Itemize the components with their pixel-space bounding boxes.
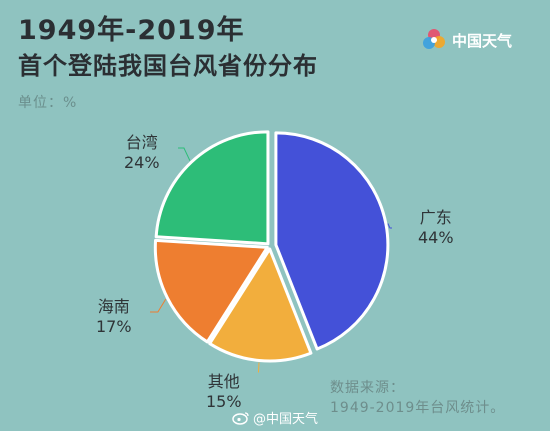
weibo-icon	[232, 411, 249, 425]
label-taiwan: 台湾 24%	[124, 133, 160, 173]
chart-title-line2: 首个登陆我国台风省份分布	[18, 52, 318, 80]
label-guangdong: 广东 44%	[418, 208, 454, 248]
slice-name: 其他	[207, 372, 240, 391]
label-hainan: 海南 17%	[96, 297, 132, 337]
slice-hainan	[153, 238, 269, 344]
slice-name: 台湾	[125, 133, 158, 152]
brand-name: 中国天气	[452, 31, 513, 50]
weibo-watermark: @中国天气	[232, 408, 318, 427]
slice-value: 15%	[206, 392, 242, 411]
slice-value: 24%	[124, 153, 160, 172]
slice-other	[208, 247, 313, 363]
slice-name: 广东	[419, 208, 452, 227]
label-other: 其他 15%	[206, 372, 242, 412]
watermark-text: @中国天气	[253, 412, 319, 427]
chart-title-line1: 1949年-2019年	[18, 15, 245, 46]
slice-value: 17%	[96, 317, 132, 336]
leader-line	[257, 362, 260, 373]
leader-line	[178, 147, 191, 161]
data-source: 数据来源： 1949-2019年台风统计。	[330, 378, 505, 418]
pinwheel-icon	[423, 29, 445, 49]
leader-line	[150, 298, 167, 313]
brand-logo: 中国天气	[420, 26, 512, 54]
source-line2: 1949-2019年台风统计。	[330, 400, 506, 416]
slice-taiwan	[154, 130, 270, 246]
slice-value: 44%	[418, 228, 454, 247]
leader-line	[387, 223, 392, 229]
slice-guangdong	[274, 131, 390, 351]
source-line1: 数据来源：	[330, 380, 405, 396]
slice-name: 海南	[97, 297, 130, 316]
unit-label: 单位：%	[18, 95, 78, 111]
